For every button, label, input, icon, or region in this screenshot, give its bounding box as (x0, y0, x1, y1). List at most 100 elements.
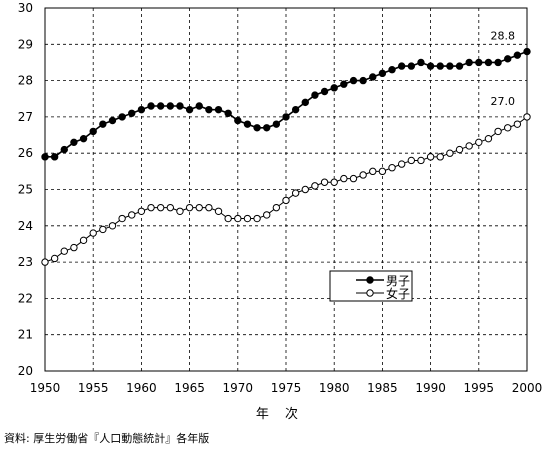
data-point-male (311, 91, 319, 99)
y-tick-label: 20 (18, 364, 33, 378)
male-end-value-label: 28.8 (491, 30, 516, 43)
data-point-female (263, 211, 271, 219)
data-point-female (349, 174, 358, 183)
x-tick-label: 1950 (30, 381, 61, 395)
data-point-female (446, 149, 454, 157)
data-point-male (263, 124, 271, 132)
data-point-female (195, 203, 203, 212)
x-tick-label: 1985 (367, 381, 398, 395)
x-tick-label: 1970 (223, 381, 254, 395)
x-tick-label: 1980 (319, 381, 350, 395)
data-point-male (195, 102, 203, 110)
data-point-male (475, 58, 483, 67)
data-point-female (243, 214, 252, 223)
data-point-male (272, 120, 281, 128)
data-point-male (79, 134, 88, 143)
x-tick-label: 1995 (464, 381, 495, 395)
data-point-female (523, 113, 531, 121)
data-point-female (128, 211, 136, 219)
data-point-female (50, 254, 59, 263)
data-point-female (70, 243, 78, 252)
data-point-female (426, 153, 435, 161)
data-point-male (359, 76, 367, 85)
x-axis-label: 年 次 (256, 406, 304, 422)
data-point-male (89, 127, 97, 136)
data-point-female (397, 160, 406, 168)
data-point-male (504, 55, 512, 63)
data-point-male (523, 47, 531, 56)
data-point-male (147, 102, 155, 110)
data-point-female (89, 229, 97, 237)
data-point-female (494, 127, 502, 136)
data-point-female (378, 167, 387, 176)
data-point-male (41, 153, 49, 161)
data-point-male (99, 120, 107, 128)
data-point-female (340, 174, 348, 183)
data-point-male (484, 58, 493, 67)
data-point-female (282, 196, 290, 205)
data-point-female (388, 164, 396, 172)
x-axis-ticks: 1950 1955 1960 1965 1970 1975 1980 1985 1990 1995… (30, 381, 543, 395)
data-point-female (214, 207, 223, 215)
series-lines (41, 47, 531, 266)
data-point-male (330, 84, 338, 92)
x-tick-label: 1955 (78, 381, 109, 395)
data-point-female (108, 222, 117, 230)
x-tick-label: 2000 (512, 381, 543, 395)
data-point-female (224, 214, 232, 223)
data-point-male (494, 58, 502, 67)
data-point-male (301, 98, 309, 107)
x-tick-label: 1975 (271, 381, 302, 395)
legend: 男子 女子 (329, 270, 413, 302)
grid-lines (45, 8, 527, 371)
y-tick-label: 24 (18, 219, 33, 233)
data-point-male (50, 153, 59, 161)
legend-female-marker (366, 289, 374, 297)
x-tick-label: 1965 (174, 381, 205, 395)
data-point-female (205, 203, 213, 212)
data-point-male (349, 76, 358, 85)
data-point-male (243, 120, 252, 128)
data-point-female (301, 185, 309, 194)
y-tick-label: 22 (18, 291, 33, 305)
y-tick-label: 28 (18, 74, 33, 88)
data-point-male (291, 105, 300, 114)
x-tick-label: 1990 (415, 381, 446, 395)
plot-frame (44, 7, 528, 372)
legend-female-label: 女子 (386, 286, 410, 301)
data-point-female (330, 178, 338, 186)
data-point-female (407, 156, 416, 165)
data-point-male (465, 58, 473, 67)
data-point-female (185, 203, 194, 212)
female-end-value-label: 27.0 (491, 95, 516, 108)
y-tick-label: 27 (18, 110, 33, 124)
data-point-female (79, 236, 88, 245)
data-point-male (455, 62, 464, 70)
y-tick-label: 30 (18, 1, 33, 15)
data-point-female (176, 207, 184, 215)
data-point-female (118, 214, 126, 223)
data-point-male (214, 105, 223, 114)
data-point-male (407, 62, 416, 70)
data-point-male (253, 124, 261, 132)
data-point-male (446, 62, 454, 70)
data-point-male (234, 116, 242, 125)
data-point-female (320, 178, 329, 186)
y-tick-label: 25 (18, 183, 33, 197)
data-point-male (118, 113, 126, 121)
source-note: 資料: 厚生労働省『人口動態統計』各年版 (4, 432, 210, 445)
data-point-female (455, 145, 464, 154)
data-point-female (41, 258, 49, 266)
data-point-female (137, 207, 146, 215)
data-point-female (234, 214, 242, 223)
data-point-male (70, 138, 78, 147)
data-point-male (128, 109, 136, 117)
data-point-male (513, 51, 522, 59)
data-point-male (185, 105, 194, 114)
data-point-male (369, 73, 377, 81)
data-point-female (272, 203, 281, 212)
data-point-male (340, 80, 348, 88)
data-point-male (156, 102, 165, 110)
data-point-male (166, 102, 175, 110)
